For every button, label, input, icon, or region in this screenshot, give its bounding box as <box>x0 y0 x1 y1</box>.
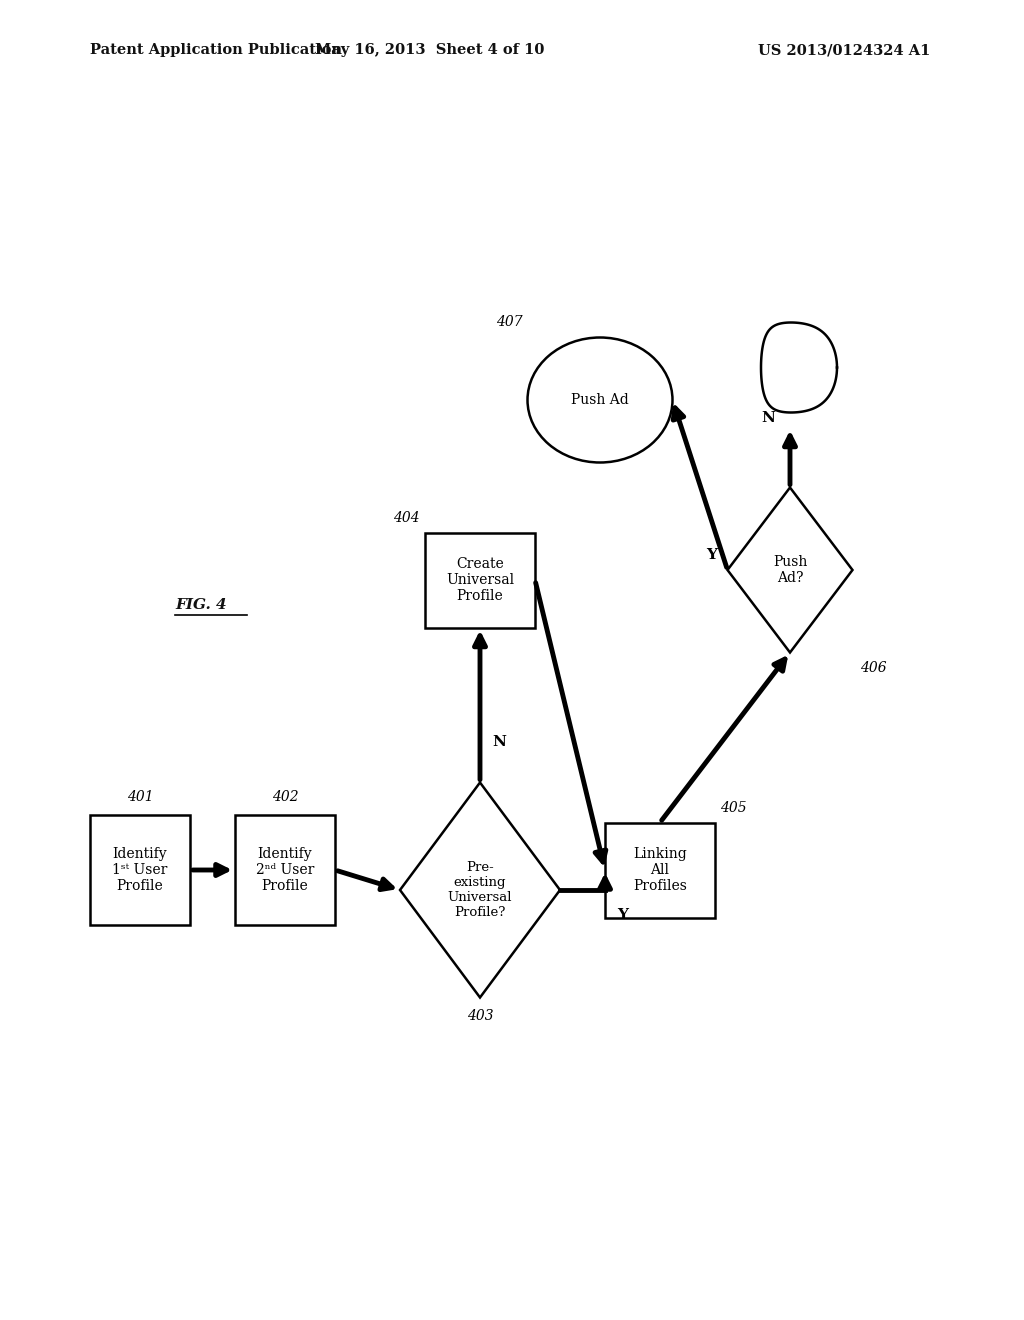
Text: Linking
All
Profiles: Linking All Profiles <box>633 847 687 894</box>
Text: Push
Ad?: Push Ad? <box>773 554 807 585</box>
Text: N: N <box>492 735 506 750</box>
FancyBboxPatch shape <box>605 822 715 917</box>
Text: 406: 406 <box>860 660 887 675</box>
Text: FIG. 4: FIG. 4 <box>175 598 226 612</box>
Text: Pre-
existing
Universal
Profile?: Pre- existing Universal Profile? <box>447 861 512 919</box>
Text: Patent Application Publication: Patent Application Publication <box>90 44 342 57</box>
Text: May 16, 2013  Sheet 4 of 10: May 16, 2013 Sheet 4 of 10 <box>315 44 545 57</box>
Text: Y: Y <box>707 548 718 562</box>
Text: 405: 405 <box>720 800 746 814</box>
FancyBboxPatch shape <box>90 814 190 925</box>
Text: 404: 404 <box>393 511 420 524</box>
Text: US 2013/0124324 A1: US 2013/0124324 A1 <box>758 44 930 57</box>
Text: Identify
1ˢᵗ User
Profile: Identify 1ˢᵗ User Profile <box>113 847 168 894</box>
Text: 403: 403 <box>467 1008 494 1023</box>
FancyBboxPatch shape <box>234 814 335 925</box>
Text: Y: Y <box>617 908 628 921</box>
Text: 401: 401 <box>127 789 154 804</box>
Text: 407: 407 <box>496 315 522 330</box>
Ellipse shape <box>527 338 673 462</box>
Text: 402: 402 <box>271 789 298 804</box>
Text: Identify
2ⁿᵈ User
Profile: Identify 2ⁿᵈ User Profile <box>256 847 314 894</box>
FancyBboxPatch shape <box>425 532 535 627</box>
Text: Push Ad: Push Ad <box>571 393 629 407</box>
Text: N: N <box>761 411 775 425</box>
Text: Create
Universal
Profile: Create Universal Profile <box>445 557 514 603</box>
